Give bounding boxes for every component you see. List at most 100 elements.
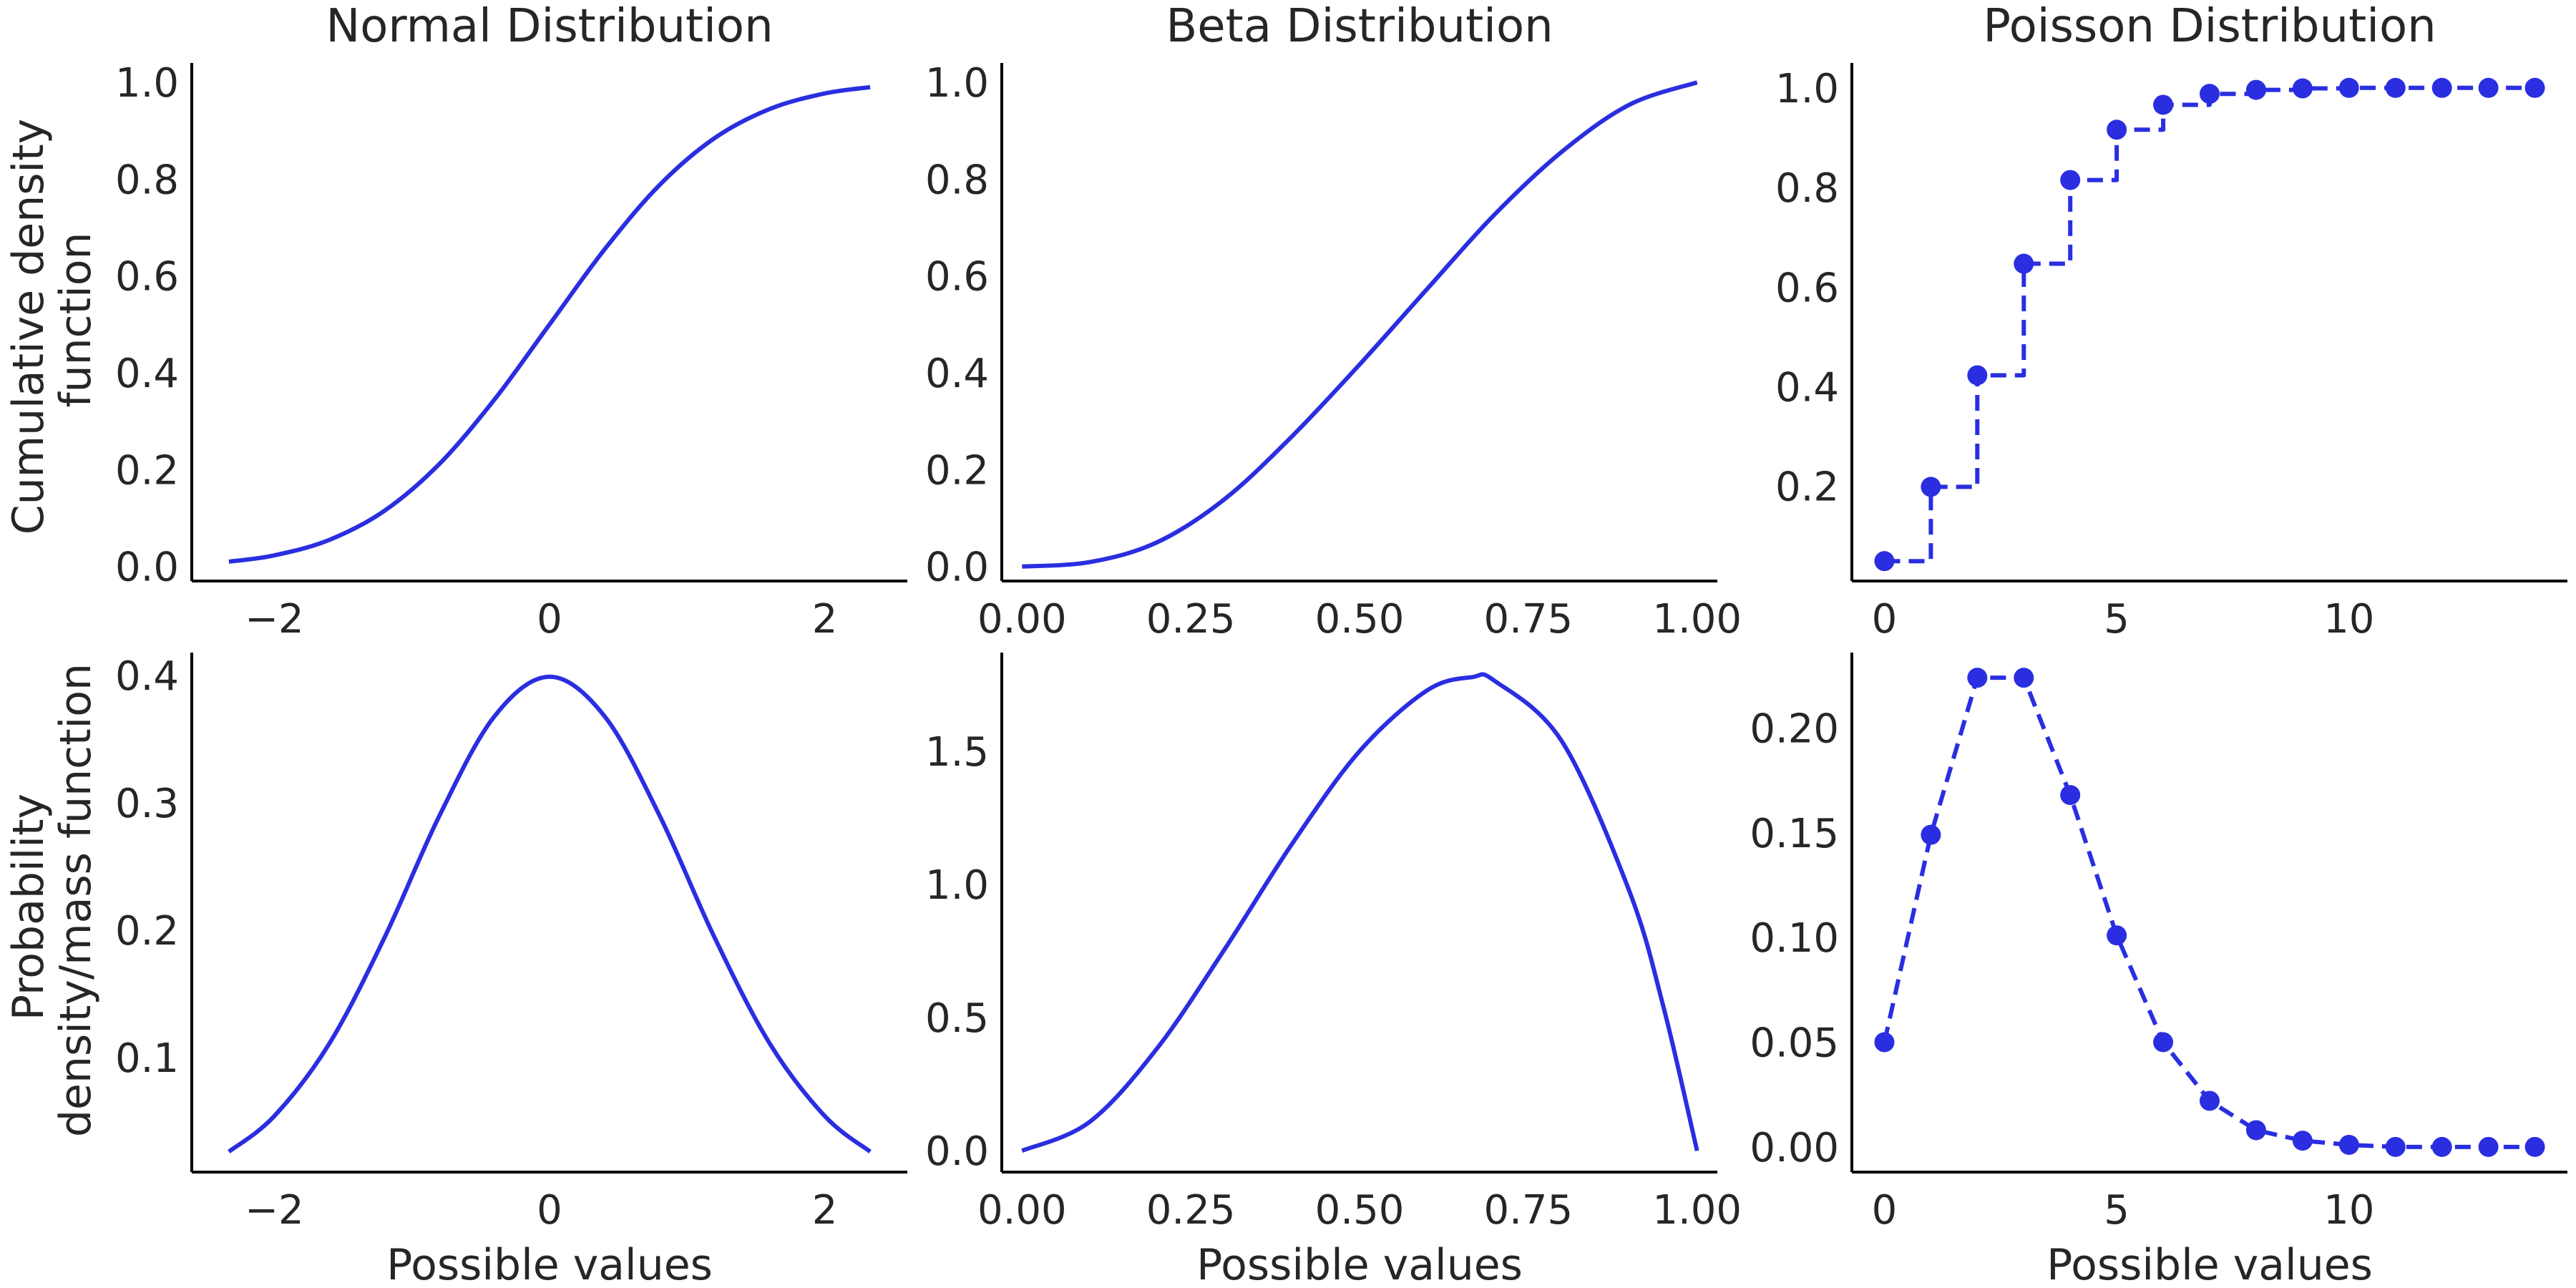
x-axis-label: Possible values <box>2046 1240 2373 1288</box>
data-point <box>2478 1136 2499 1157</box>
x-axis-label: Possible values <box>1196 1240 1523 1288</box>
series-line <box>1882 675 2535 1149</box>
y-tick-label: 0.6 <box>115 254 179 301</box>
series-line <box>228 674 872 1153</box>
x-tick-label: −2 <box>245 596 304 643</box>
ylabel-top-line-2: function <box>51 232 101 407</box>
y-tick-label: 0.5 <box>925 995 989 1042</box>
x-tick-label: 0.75 <box>1484 596 1574 643</box>
y-tick-label: 0.00 <box>1750 1125 1839 1171</box>
x-tick-label: 0.25 <box>1146 596 1236 643</box>
y-tick-label: 0.3 <box>115 781 179 827</box>
data-point <box>2338 77 2359 98</box>
y-tick-label: 0.0 <box>925 1128 989 1175</box>
data-point <box>2431 1136 2452 1157</box>
y-tick-label: 0.2 <box>115 908 179 955</box>
data-point <box>2060 170 2081 190</box>
subplot-beta-pdf: 0.00 0.25 0.50 0.75 1.00 0.0 0.5 1.0 1.5 Possible… <box>925 653 1742 1288</box>
y-tick-label: 0.8 <box>115 157 179 203</box>
data-point <box>2014 668 2034 688</box>
data-point <box>2385 77 2406 98</box>
ylabel-top-line-1: Cumulative density <box>4 119 54 535</box>
data-point <box>2245 79 2266 100</box>
y-tick-label: 0.6 <box>1775 265 1839 311</box>
subplot-title: Beta Distribution <box>1166 0 1553 53</box>
data-point <box>2107 119 2127 140</box>
series-line <box>1021 672 1699 1153</box>
ylabel-bottom-line-2: density/mass function <box>51 663 101 1137</box>
subplot-title: Poisson Distribution <box>1983 0 2436 53</box>
y-tick-label: 0.4 <box>115 351 179 397</box>
data-point <box>2524 1136 2545 1157</box>
y-tick-label: 0.2 <box>925 447 989 494</box>
y-tick-label: 0.0 <box>115 545 179 591</box>
data-point <box>2292 1131 2313 1151</box>
y-tick-label: 0.15 <box>1750 811 1839 857</box>
data-point <box>2478 77 2499 98</box>
subplot-normal-cdf: −2 0 2 0.0 0.2 0.4 0.6 0.8 1.0 Normal Distributio… <box>115 0 907 643</box>
y-tick-label: 0.4 <box>115 653 179 700</box>
subplot-poisson-cdf: 0 5 10 0.2 0.4 0.6 0.8 1.0 Poisson Distribution <box>1775 0 2567 643</box>
y-tick-label: 0.05 <box>1750 1020 1839 1067</box>
x-tick-label: 0.00 <box>977 1187 1067 1234</box>
y-tick-label: 1.5 <box>925 729 989 776</box>
data-point <box>2153 94 2174 115</box>
data-point <box>2245 1120 2266 1141</box>
x-tick-label: 0.50 <box>1315 1187 1405 1234</box>
data-point <box>2107 925 2127 946</box>
y-tick-label: 0.4 <box>1775 365 1839 411</box>
data-point <box>1921 477 1941 497</box>
data-point <box>2014 253 2034 274</box>
data-point <box>1874 1032 1895 1053</box>
data-point <box>2153 1032 2174 1053</box>
subplot-normal-pdf: −2 0 2 0.1 0.2 0.3 0.4 Possible values <box>115 653 907 1288</box>
x-tick-label: 0 <box>537 596 562 643</box>
subplot-grid: −2 0 2 0.0 0.2 0.4 0.6 0.8 1.0 Normal Distributio… <box>115 0 2567 1288</box>
data-point <box>1874 551 1895 572</box>
x-tick-label: 1.00 <box>1652 1187 1742 1234</box>
y-tick-label: 0.4 <box>925 351 989 397</box>
y-tick-label: 1.0 <box>1775 66 1839 112</box>
x-tick-label: 10 <box>2323 1187 2374 1234</box>
x-tick-label: 0 <box>1872 1187 1898 1234</box>
data-point <box>2431 77 2452 98</box>
x-tick-label: 0.25 <box>1146 1187 1236 1234</box>
y-tick-label: 0.20 <box>1750 706 1839 752</box>
data-point <box>2292 78 2313 99</box>
y-tick-label: 1.0 <box>925 862 989 909</box>
y-tick-label: 0.2 <box>115 447 179 494</box>
data-point <box>2200 84 2220 104</box>
x-tick-label: 2 <box>812 1187 838 1234</box>
ylabel-bottom: Probability density/mass function <box>4 663 101 1137</box>
x-tick-label: 0.75 <box>1484 1187 1574 1234</box>
x-axis-label: Possible values <box>386 1240 713 1288</box>
data-point <box>2338 1134 2359 1155</box>
y-tick-label: 1.0 <box>115 60 179 107</box>
y-tick-label: 0.0 <box>925 545 989 591</box>
data-point <box>2200 1091 2220 1111</box>
data-point <box>1921 824 1941 845</box>
ylabel-bottom-line-1: Probability <box>4 794 54 1020</box>
data-point <box>2524 77 2545 98</box>
data-point <box>2385 1136 2406 1157</box>
x-tick-label: 0 <box>1872 596 1898 643</box>
data-point <box>1967 668 1988 688</box>
series-line <box>1884 85 2535 564</box>
x-tick-label: 5 <box>2104 596 2129 643</box>
x-tick-label: 0 <box>537 1187 562 1234</box>
data-point <box>1967 365 1988 386</box>
y-tick-label: 0.2 <box>1775 464 1839 511</box>
y-tick-label: 0.6 <box>925 254 989 301</box>
x-tick-label: 5 <box>2104 1187 2129 1234</box>
y-tick-label: 0.1 <box>115 1035 179 1082</box>
y-tick-label: 0.8 <box>925 157 989 203</box>
data-point <box>2060 785 2081 806</box>
subplot-title: Normal Distribution <box>326 0 773 53</box>
subplot-beta-cdf: 0.00 0.25 0.50 0.75 1.00 0.0 0.2 0.4 0.6 0.8 1.0 Be… <box>925 0 1742 643</box>
subplot-poisson-pmf: 0 5 10 0.00 0.05 0.10 0.15 0.20 Possible values <box>1750 653 2567 1288</box>
series-line <box>228 84 871 564</box>
x-tick-label: −2 <box>245 1187 304 1234</box>
x-tick-label: 2 <box>812 596 838 643</box>
x-tick-label: 0.50 <box>1315 596 1405 643</box>
